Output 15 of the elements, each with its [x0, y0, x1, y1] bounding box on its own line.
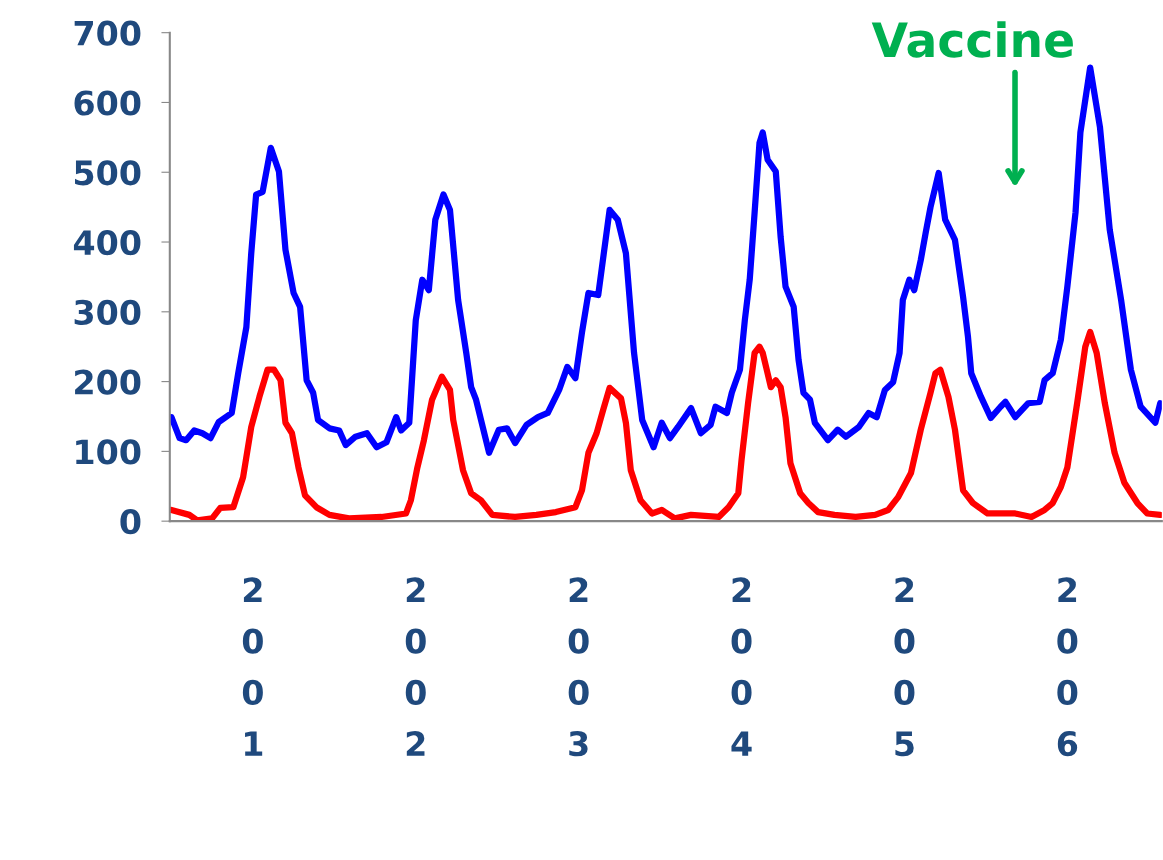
y-tick-label: 500	[75, 160, 141, 186]
x-tick-label: 2 0 0 4	[731, 577, 752, 756]
y-tick-label: 200	[75, 369, 141, 395]
x-tick-label: 2 0 0 5	[894, 577, 915, 757]
y-tick-label: 100	[76, 439, 141, 465]
y-tick-label: 700	[74, 20, 141, 46]
y-tick-label: 400	[73, 229, 141, 256]
x-tick-label: 2 0 0 1	[242, 577, 263, 756]
annotation: Vaccine	[871, 21, 1073, 58]
x-tick-label: 2 0 0 2	[405, 577, 426, 756]
y-tick-label: 300	[74, 299, 141, 325]
x-tick-label: 2 0 0 3	[568, 577, 589, 757]
x-tick-label: 2 0 0 6	[1057, 577, 1078, 757]
y-tick-label: 0	[120, 509, 141, 535]
y-tick-label: 600	[74, 90, 141, 116]
